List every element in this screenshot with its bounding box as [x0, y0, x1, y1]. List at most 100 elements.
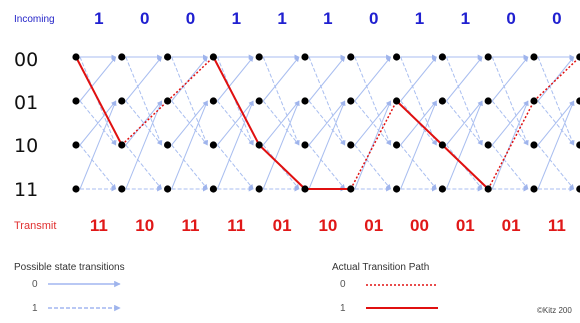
state-node	[530, 185, 538, 193]
transition-edge	[125, 100, 162, 146]
transition-edge	[262, 100, 300, 190]
state-node	[72, 53, 80, 61]
transition-edge	[354, 100, 391, 146]
transmit-symbol: 01	[456, 216, 475, 235]
transition-edge	[491, 144, 529, 190]
state-node	[301, 185, 309, 193]
incoming-bit: 1	[415, 9, 424, 28]
state-node	[576, 53, 580, 61]
state-node	[530, 53, 538, 61]
state-node	[255, 53, 263, 61]
transition-edge	[171, 144, 208, 190]
transition-edge	[400, 100, 437, 146]
transition-edge	[79, 144, 117, 190]
incoming-bits: 1 0 0 1 1 1 0 1 1 0 0	[94, 9, 561, 28]
transition-edge	[171, 56, 209, 146]
state-node	[72, 97, 80, 105]
state-node	[347, 141, 355, 149]
path-segment	[533, 56, 580, 102]
transition-edge	[491, 56, 529, 146]
legend-possible-title: Possible state transitions	[14, 262, 125, 273]
transition-edge	[446, 144, 483, 190]
incoming-bit: 1	[232, 9, 241, 28]
state-node	[393, 141, 401, 149]
state-node	[118, 97, 126, 105]
legend-actual-key-0: 0	[340, 279, 346, 290]
transition-edge	[308, 100, 346, 146]
path-segment	[212, 56, 261, 146]
incoming-bit: 1	[277, 9, 286, 28]
transition-edge	[262, 100, 300, 146]
state-node	[301, 141, 309, 149]
transition-edge	[171, 100, 209, 190]
path-segment	[258, 144, 306, 190]
transition-edge	[308, 144, 346, 190]
state-node	[393, 97, 401, 105]
transition-edge	[125, 100, 163, 190]
transmit-symbol: 10	[135, 216, 154, 235]
transition-edge	[537, 100, 575, 146]
transition-edge	[217, 144, 254, 190]
transition-edge	[537, 144, 575, 190]
transition-edge	[446, 100, 483, 146]
state-node	[484, 141, 492, 149]
transition-edge	[171, 100, 208, 146]
incoming-bit: 1	[461, 9, 470, 28]
state-node	[164, 141, 172, 149]
transition-edge	[125, 100, 162, 146]
state-label-01: 01	[14, 92, 38, 114]
legend-actual-key-1: 1	[340, 303, 346, 314]
state-node	[255, 97, 263, 105]
transition-edge	[79, 56, 117, 102]
transition-edge	[79, 100, 117, 146]
transition-edge	[217, 100, 254, 146]
transition-edge	[308, 56, 346, 146]
state-node	[438, 53, 446, 61]
transition-edge	[262, 100, 300, 146]
transition-edge	[216, 56, 254, 146]
state-node	[438, 185, 446, 193]
copyright-text: ©Kitz 200	[537, 306, 572, 315]
trellis-nodes	[72, 53, 580, 193]
incoming-bit: 0	[369, 9, 378, 28]
transition-edge	[537, 100, 575, 190]
transmit-symbol: 11	[548, 216, 566, 235]
transition-edge	[262, 56, 300, 102]
actual-transition-path	[75, 56, 580, 190]
transmit-symbol: 01	[364, 216, 383, 235]
transition-edge	[445, 56, 483, 146]
state-node	[164, 97, 172, 105]
state-label-11: 11	[14, 179, 38, 201]
path-segment	[395, 100, 444, 146]
transmit-symbol: 11	[90, 216, 108, 235]
state-node	[209, 185, 217, 193]
transition-edge	[400, 56, 438, 146]
transition-edge	[354, 56, 392, 146]
transition-edge	[262, 56, 300, 146]
transmit-symbol: 10	[318, 216, 337, 235]
transition-edge	[308, 100, 346, 190]
path-segment	[167, 56, 214, 102]
transition-edge	[308, 100, 346, 146]
path-segment	[441, 144, 489, 190]
transition-edge	[79, 100, 117, 146]
state-node	[530, 97, 538, 105]
transmit-symbol: 11	[227, 216, 245, 235]
transition-edge	[262, 144, 300, 190]
transition-edge	[217, 100, 254, 146]
path-segment	[350, 100, 398, 190]
path-segment	[487, 100, 535, 190]
transition-edge	[125, 56, 163, 146]
transition-edge	[537, 100, 575, 146]
transition-edge	[125, 144, 162, 190]
state-node	[255, 141, 263, 149]
incoming-bit: 0	[552, 9, 561, 28]
path-segment	[121, 100, 169, 146]
legend-possible-key-1: 1	[32, 303, 38, 314]
transmit-symbol: 01	[502, 216, 521, 235]
state-node	[209, 53, 217, 61]
state-node	[164, 185, 172, 193]
transition-edge	[79, 100, 117, 190]
transition-edge	[400, 100, 438, 190]
incoming-bit: 1	[323, 9, 332, 28]
